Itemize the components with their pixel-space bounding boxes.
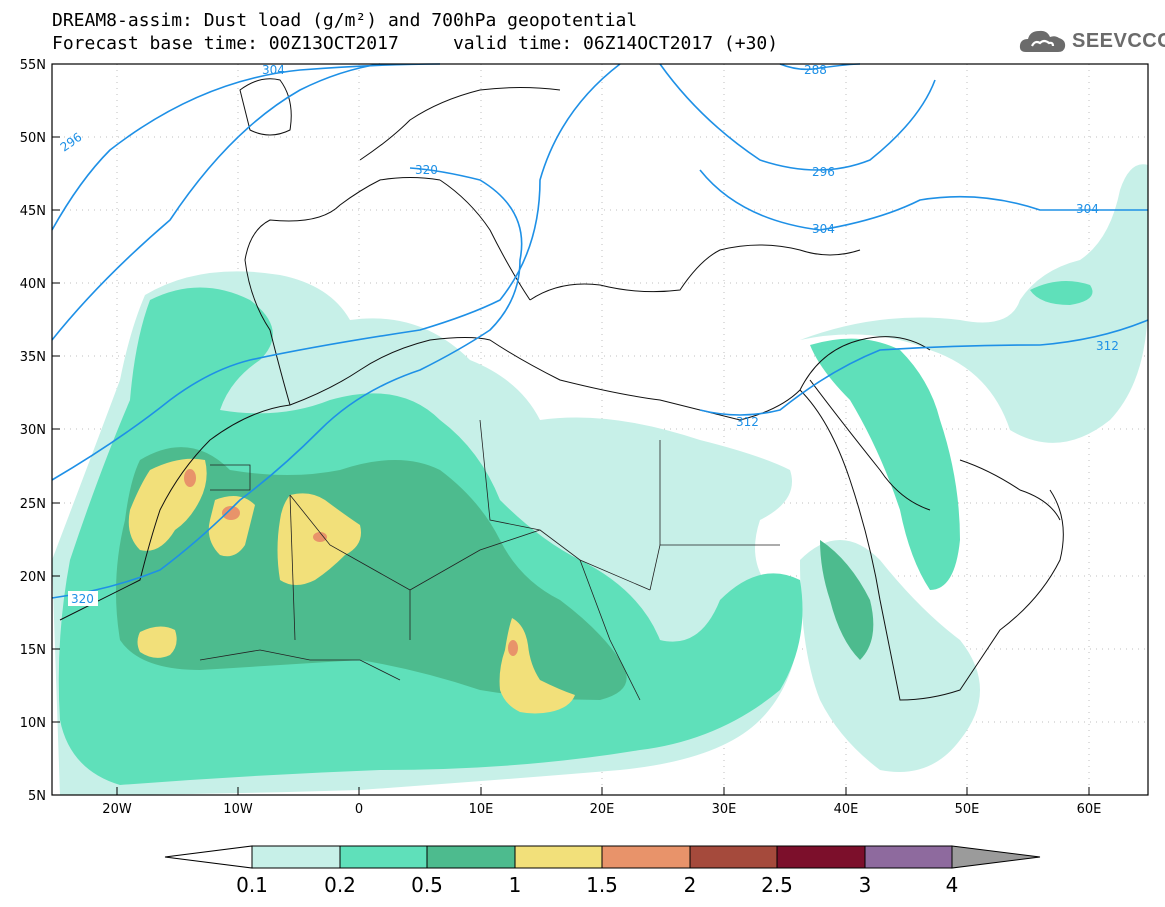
lat-label: 35N: [20, 350, 46, 365]
colorbar-tick: 2.5: [761, 873, 793, 897]
lon-label: 20E: [590, 802, 615, 817]
lat-label: 45N: [20, 204, 46, 219]
coastlines: [59, 78, 1064, 701]
lon-label: 0: [355, 802, 363, 817]
colorbar-box: [864, 845, 953, 869]
colorbar-tick: 0.2: [324, 873, 356, 897]
lon-label: 20W: [102, 802, 132, 817]
dust-area-0.1-east: [800, 164, 1148, 773]
lat-label: 40N: [20, 277, 46, 292]
colorbar-under-arrow: [164, 845, 253, 869]
tick-marks: [52, 136, 1090, 795]
colorbar-box: [601, 845, 691, 869]
lat-label: 20N: [20, 570, 46, 585]
contour-312: [51, 63, 621, 481]
contour-320: [51, 167, 523, 599]
colorbar-tick: 0.1: [236, 873, 268, 897]
longitude-labels: 20W 10W 0 10E 20E 30E 40E 50E 60E: [102, 802, 1101, 817]
lat-label: 10N: [20, 716, 46, 731]
contour-label: 312: [1096, 339, 1119, 353]
dust-area-0.2-east: [810, 281, 1093, 590]
colorbar-over-arrow: [951, 845, 1041, 869]
contour-labels: 296 304 288 320 296 304 304 312 312 320: [58, 63, 1119, 606]
borders: [199, 419, 780, 701]
lat-label: 5N: [28, 789, 46, 804]
lon-label: 30E: [712, 802, 737, 817]
contour-label: 288: [804, 63, 827, 77]
lon-label: 10E: [469, 802, 494, 817]
valid-time: valid time: 06Z14OCT2017 (+30): [452, 33, 779, 54]
contour-label: 320: [71, 592, 94, 606]
colorbar-tick: 1: [509, 873, 522, 897]
contour-296: [51, 63, 441, 231]
contour-304-east: [699, 169, 1148, 231]
lat-label: 50N: [20, 131, 46, 146]
dust-area-1.0-chad: [499, 618, 575, 714]
lat-label: 15N: [20, 643, 46, 658]
forecast-times: Forecast base time: 00Z13OCT2017 valid t…: [52, 33, 778, 54]
contour-label: 320: [415, 163, 438, 177]
contour-label: 304: [262, 63, 285, 77]
colorbar-tick: 1.5: [586, 873, 618, 897]
lat-label: 55N: [20, 58, 46, 73]
contour-label: 296: [58, 130, 85, 155]
lat-label: 30N: [20, 423, 46, 438]
forecast-base-time: Forecast base time: 00Z13OCT2017: [52, 33, 399, 54]
colorbar-box: [776, 845, 866, 869]
logo-text: SEEVCCC: [1072, 29, 1165, 52]
colorbar: 0.1 0.2 0.5 1 1.5 2 2.5 3 4: [164, 845, 1041, 897]
latitude-labels: 55N 50N 45N 40N 35N 30N 25N 20N 15N 10N …: [20, 58, 46, 804]
dust-area-1.0-mauritania: [208, 496, 255, 557]
colorbar-box: [251, 845, 341, 869]
contour-label: 296: [812, 165, 835, 179]
lon-label: 10W: [223, 802, 253, 817]
contour-label: 304: [1076, 202, 1099, 216]
colorbar-box: [339, 845, 428, 869]
lon-label: 40E: [834, 802, 859, 817]
lat-label: 25N: [20, 497, 46, 512]
colorbar-tick: 3: [859, 873, 872, 897]
lon-label: 60E: [1077, 802, 1102, 817]
dust-area-1.0-senegal: [137, 626, 177, 658]
contour-304: [51, 63, 381, 341]
colorbar-box: [426, 845, 516, 869]
contour-label: 304: [812, 222, 835, 236]
contour-312-east: [699, 319, 1149, 416]
dust-shading: [52, 164, 1148, 796]
seevccc-logo: SEEVCCC: [1018, 26, 1165, 56]
contour-label: 312: [736, 415, 759, 429]
contour-296-east: [659, 63, 936, 171]
geopotential-contours: [51, 63, 1149, 599]
colorbar-tick: 2: [684, 873, 697, 897]
colorbar-box: [514, 845, 603, 869]
map-title: DREAM8-assim: Dust load (g/m²) and 700hP…: [52, 10, 638, 31]
colorbar-tick: 0.5: [411, 873, 443, 897]
colorbar-tick-labels: 0.1 0.2 0.5 1 1.5 2 2.5 3 4: [236, 873, 958, 897]
cloud-icon: [1019, 30, 1066, 52]
dust-peak-markers: [184, 469, 518, 656]
lon-label: 50E: [955, 802, 980, 817]
colorbar-box: [689, 845, 778, 869]
colorbar-tick: 4: [946, 873, 959, 897]
